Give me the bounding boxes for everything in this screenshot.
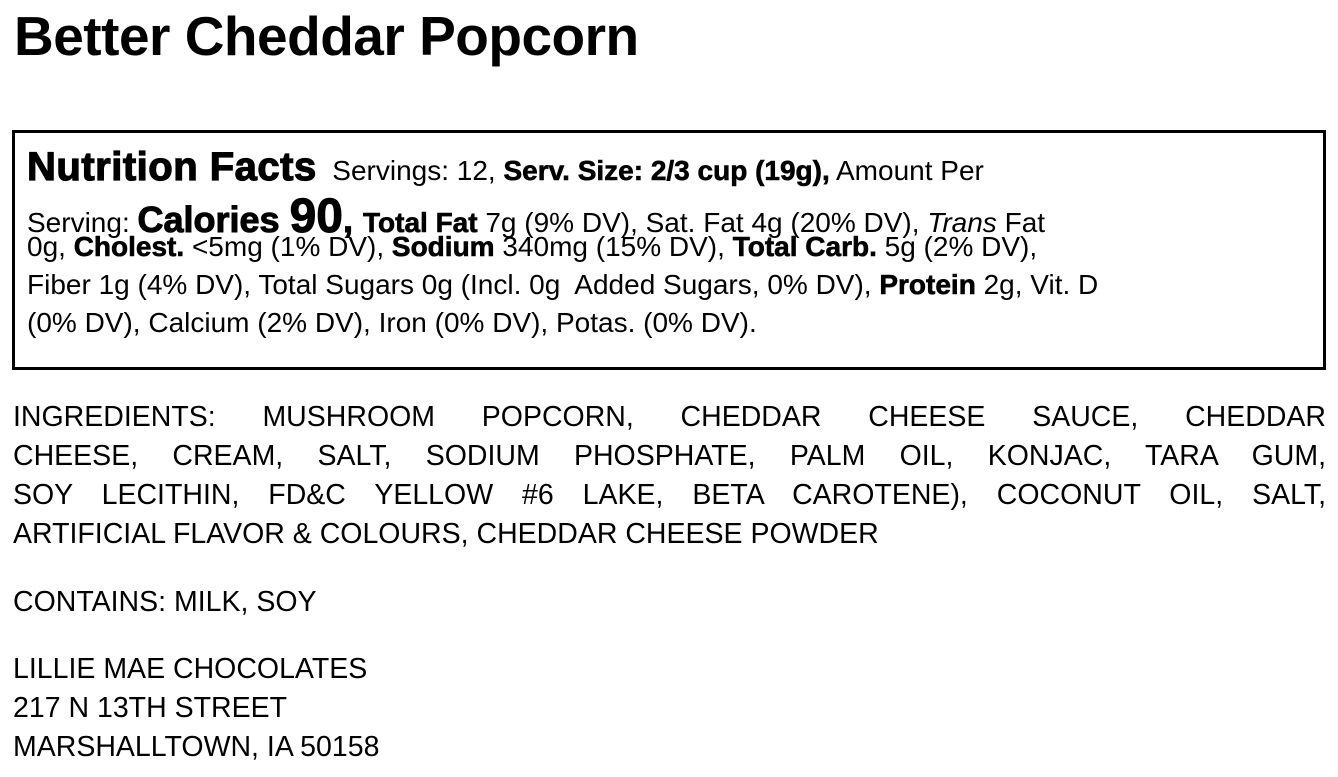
- manufacturer-street: 217 N 13TH STREET: [13, 692, 288, 724]
- nutrition-text-bold: Cholest.: [73, 231, 185, 262]
- nutrition-facts-line: Serving: Calories 90, Total Fat 7g (9% D…: [27, 190, 1046, 243]
- nutrition-text-normal: (0% DV), Calcium (2% DV), Iron (0% DV), …: [27, 307, 757, 338]
- product-title: Better Cheddar Popcorn: [14, 5, 639, 67]
- manufacturer-name: LILLIE MAE CHOCOLATES: [13, 653, 368, 685]
- nutrition-text-italic: Trans: [927, 207, 997, 238]
- allergen-statement: CONTAINS: MILK, SOY: [13, 586, 317, 618]
- ingredients-line: CHEESE, CREAM, SALT, SODIUM PHOSPHATE, P…: [13, 440, 1326, 472]
- nutrition-text-normal: 0g,: [27, 231, 74, 262]
- nutrition-facts-panel: Nutrition Facts Servings: 12, Serv. Size…: [12, 130, 1326, 370]
- nutrition-text-normal: 340mg (15% DV),: [494, 231, 733, 262]
- manufacturer-city: MARSHALLTOWN, IA 50158: [13, 731, 380, 763]
- nutrition-text-normal: <5mg (1% DV),: [184, 231, 392, 262]
- nutrition-text-normal: Amount Per: [829, 155, 984, 186]
- nutrition-text-normal: 7g (9% DV), Sat. Fat 4g (20% DV),: [477, 207, 928, 238]
- nutrition-text-normal: Fiber 1g (4% DV), Total Sugars 0g (Incl.…: [27, 269, 880, 300]
- ingredients-line: ARTIFICIAL FLAVOR & COLOURS, CHEDDAR CHE…: [13, 518, 879, 550]
- nutrition-facts-line: (0% DV), Calcium (2% DV), Iron (0% DV), …: [27, 309, 757, 337]
- nutrition-facts-line: 0g, Cholest. <5mg (1% DV), Sodium 340mg …: [27, 231, 1038, 262]
- nutrition-text-normal: 5g (2% DV),: [876, 231, 1038, 262]
- nutrition-text-bold: Total Carb.: [732, 231, 877, 262]
- nutrition-text-heading: Nutrition Facts: [26, 145, 317, 189]
- nutrition-text-calnum: 90: [289, 190, 343, 243]
- nutrition-facts-line: Fiber 1g (4% DV), Total Sugars 0g (Incl.…: [27, 269, 1099, 300]
- ingredients-line: INGREDIENTS: MUSHROOM POPCORN, CHEDDAR C…: [13, 401, 1326, 433]
- nutrition-text-bold: Protein: [879, 269, 976, 300]
- nutrition-text-bold: Total Fat: [362, 207, 478, 238]
- ingredients-list: INGREDIENTS: MUSHROOM POPCORN, CHEDDAR C…: [13, 398, 1326, 554]
- nutrition-text-normal: 2g, Vit. D: [975, 269, 1099, 300]
- nutrition-text-normal: Fat: [996, 207, 1046, 238]
- nutrition-text-bold: Sodium: [391, 231, 495, 262]
- ingredients-line: SOY LECITHIN, FD&C YELLOW #6 LAKE, BETA …: [13, 479, 1326, 511]
- nutrition-text-calories: Calories: [137, 199, 290, 240]
- nutrition-facts-line: Nutrition Facts Servings: 12, Serv. Size…: [26, 145, 984, 189]
- nutrition-text-normal: Serving:: [27, 207, 138, 238]
- nutrition-text-bold: Serv. Size: 2/3 cup (19g),: [503, 155, 830, 186]
- nutrition-text-calories: ,: [342, 199, 363, 240]
- nutrition-text-normal: Servings: 12,: [316, 155, 504, 186]
- manufacturer-address: LILLIE MAE CHOCOLATES 217 N 13TH STREET …: [13, 650, 1326, 767]
